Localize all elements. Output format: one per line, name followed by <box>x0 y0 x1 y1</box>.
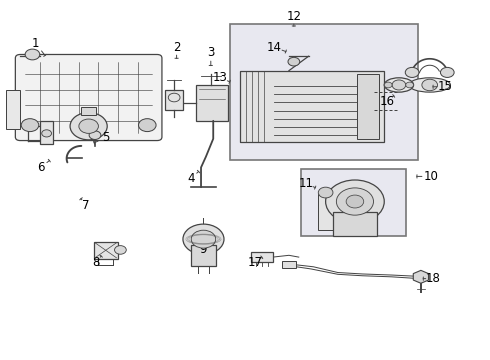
Text: 8: 8 <box>92 256 99 269</box>
Bar <box>333 212 377 235</box>
Bar <box>40 121 53 144</box>
Circle shape <box>25 49 40 60</box>
Circle shape <box>42 130 51 137</box>
Text: 13: 13 <box>213 71 228 84</box>
Circle shape <box>191 230 216 248</box>
Circle shape <box>79 119 98 134</box>
Text: 14: 14 <box>267 41 282 54</box>
Bar <box>94 242 118 259</box>
Bar <box>165 90 183 110</box>
Ellipse shape <box>384 78 414 92</box>
Circle shape <box>139 119 156 132</box>
Text: 3: 3 <box>207 46 215 59</box>
FancyBboxPatch shape <box>15 54 162 140</box>
Polygon shape <box>413 270 429 283</box>
Bar <box>196 85 228 121</box>
Text: 10: 10 <box>423 170 438 183</box>
Circle shape <box>326 180 384 223</box>
Text: 7: 7 <box>82 199 90 212</box>
Circle shape <box>115 246 126 254</box>
Text: 5: 5 <box>102 131 109 144</box>
Bar <box>5 90 20 129</box>
Circle shape <box>21 119 39 132</box>
Bar <box>357 74 379 139</box>
Bar <box>240 71 384 142</box>
Bar <box>251 252 273 262</box>
Circle shape <box>406 82 414 88</box>
Circle shape <box>384 82 392 88</box>
Circle shape <box>336 188 373 215</box>
Circle shape <box>422 79 438 91</box>
Bar <box>318 194 333 230</box>
Circle shape <box>89 131 101 139</box>
Circle shape <box>392 80 406 90</box>
Text: 4: 4 <box>188 172 195 185</box>
Bar <box>230 24 418 160</box>
Text: 11: 11 <box>298 177 314 190</box>
Circle shape <box>405 67 419 77</box>
Circle shape <box>318 187 333 198</box>
Circle shape <box>288 57 300 66</box>
Text: 2: 2 <box>173 41 180 54</box>
Bar <box>301 169 406 235</box>
Bar <box>282 261 296 268</box>
Circle shape <box>346 195 364 208</box>
Circle shape <box>70 113 107 140</box>
Text: 1: 1 <box>32 37 40 50</box>
Bar <box>81 107 96 115</box>
Text: 9: 9 <box>200 243 207 256</box>
Bar <box>191 244 216 266</box>
Circle shape <box>441 67 454 77</box>
Text: 12: 12 <box>286 10 301 23</box>
Text: 16: 16 <box>379 95 394 108</box>
Text: 6: 6 <box>37 161 45 174</box>
Ellipse shape <box>409 78 450 92</box>
Text: 17: 17 <box>247 256 262 269</box>
Text: 18: 18 <box>426 272 441 285</box>
Circle shape <box>183 224 224 254</box>
Text: 15: 15 <box>438 80 453 93</box>
